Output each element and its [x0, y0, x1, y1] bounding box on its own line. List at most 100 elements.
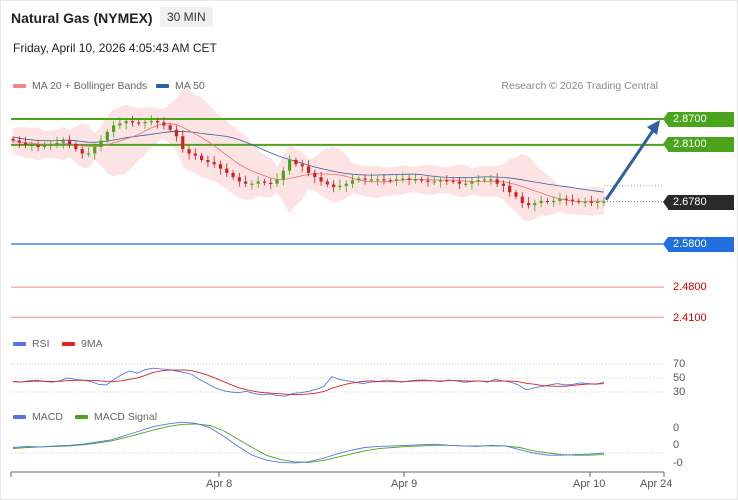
legend-macd[interactable]: MACD — [13, 411, 63, 423]
rsi-swatch — [13, 342, 26, 346]
candle-body — [363, 178, 367, 180]
candle-body — [74, 144, 78, 150]
macd-swatch — [13, 415, 26, 419]
candle-body — [602, 201, 606, 203]
candle-body — [350, 180, 355, 184]
candle-body — [288, 159, 292, 171]
candle-body — [476, 180, 480, 182]
candle-body — [401, 178, 405, 180]
candle-body — [338, 185, 342, 188]
legend-macd-signal[interactable]: MACD Signal — [75, 411, 157, 423]
candle-body — [256, 181, 260, 184]
candle-body — [55, 142, 59, 145]
candle-body — [552, 200, 556, 203]
resistance-2-tag: 2.8700 — [663, 112, 734, 127]
candle-body — [464, 183, 468, 185]
candle-body — [325, 181, 329, 185]
candle-body — [225, 168, 229, 173]
candle-body — [470, 181, 474, 184]
candle-body — [508, 185, 512, 193]
candle-body — [495, 179, 499, 184]
forecast-arrow-line — [604, 128, 656, 201]
candle-body — [382, 179, 386, 181]
candle-body — [49, 144, 53, 147]
legend-ma20[interactable]: MA 20 + Bollinger Bands — [13, 80, 147, 92]
candle-body — [187, 149, 191, 154]
x-label-apr8: Apr 8 — [206, 478, 233, 490]
rsi-tick-30: 30 — [673, 386, 686, 398]
candle-body — [514, 192, 518, 197]
legend-ma20-label: MA 20 + Bollinger Bands — [32, 80, 148, 92]
rsi-tick-70: 70 — [673, 358, 686, 370]
candle-body — [313, 172, 317, 178]
candle-body — [300, 164, 304, 167]
candle-body — [539, 200, 543, 204]
candle-body — [11, 138, 15, 141]
candle-body — [457, 181, 461, 184]
candle-body — [420, 179, 424, 181]
legend-macd-signal-label: MACD Signal — [94, 411, 158, 423]
support-3-label: 2.4100 — [673, 312, 707, 324]
candle-body — [212, 162, 216, 165]
candle-body — [23, 142, 28, 145]
candle-body — [200, 155, 204, 160]
x-label-apr24: Apr 24 — [640, 478, 673, 490]
candle-body — [244, 181, 248, 184]
instrument-title: Natural Gas (NYMEX) — [11, 10, 153, 26]
candle-body — [269, 182, 273, 184]
candle-body — [130, 121, 135, 123]
support-1-tag: 2.5800 — [663, 237, 734, 252]
candle-body — [206, 159, 210, 163]
candle-body — [124, 121, 128, 124]
candle-body — [520, 196, 524, 204]
x-label-apr10: Apr 10 — [573, 478, 606, 490]
candle-body — [80, 149, 84, 154]
candle-body — [281, 170, 285, 180]
candle-body — [583, 201, 587, 203]
candle-body — [357, 178, 361, 181]
x-label-apr9: Apr 9 — [391, 478, 418, 490]
macd-signal-line — [12, 423, 605, 463]
candle-body — [294, 159, 298, 165]
resistance-1-tag: 2.8100 — [663, 137, 734, 152]
candle-body — [344, 183, 348, 186]
ma50-swatch — [156, 84, 169, 88]
candle-body — [237, 177, 241, 182]
candle-body — [426, 180, 430, 182]
candle-body — [231, 172, 235, 178]
candle-body — [262, 181, 267, 183]
macd-tick-top: 0 — [673, 422, 680, 434]
timeframe-selector[interactable]: 30 MIN — [160, 7, 213, 27]
macd-tick-bottom: -0 — [673, 457, 683, 469]
legend-rsi-ma[interactable]: 9MA — [62, 338, 103, 350]
candle-body — [533, 203, 537, 206]
timestamp: Friday, April 10, 2026 4:05:43 AM CET — [13, 41, 217, 55]
candle-body — [369, 179, 373, 181]
candle-body — [17, 140, 21, 143]
candle-body — [596, 201, 600, 203]
legend-rsi[interactable]: RSI — [13, 338, 50, 350]
candle-body — [99, 140, 103, 148]
candle-body — [181, 136, 185, 150]
candle-body — [388, 180, 392, 182]
candle-body — [250, 183, 254, 185]
candle-body — [319, 177, 323, 182]
candle-body — [156, 121, 160, 123]
candle-body — [61, 140, 65, 143]
legend-rsi-ma-label: 9MA — [81, 338, 103, 350]
candle-body — [168, 125, 172, 130]
candle-body — [589, 201, 594, 203]
rsi-ma-swatch — [62, 342, 75, 346]
candle-body — [570, 199, 575, 201]
candle-body — [413, 179, 417, 181]
candle-body — [445, 180, 449, 182]
candle-body — [174, 129, 179, 137]
candle-body — [432, 181, 436, 183]
rsi-tick-50: 50 — [673, 372, 686, 384]
candle-body — [394, 179, 399, 181]
candle-body — [451, 180, 455, 182]
candle-body — [193, 153, 197, 156]
ma20-swatch — [13, 84, 26, 88]
candle-body — [93, 147, 97, 154]
